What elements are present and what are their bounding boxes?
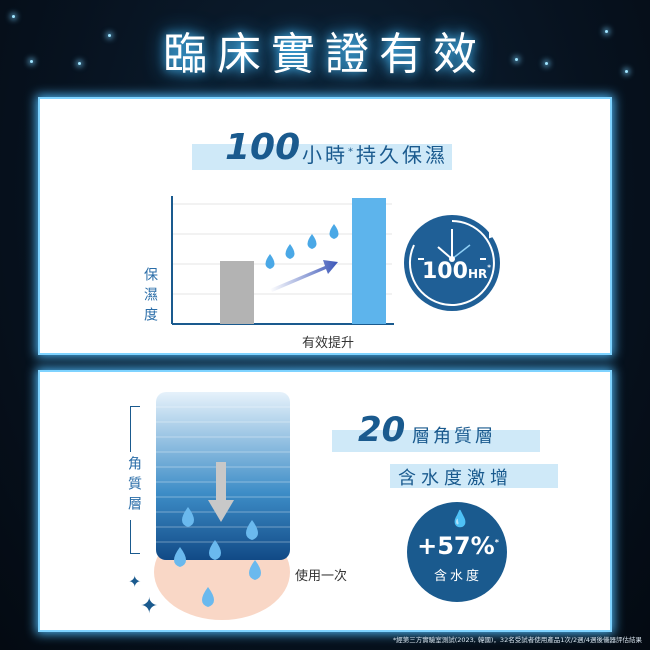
hydration-panel: 角質層 ✦ ✦ 使用一次 20 層角質層 含水度激增 💧 +57%* 含水度 <box>38 370 612 632</box>
sparkle-icon: ✦ <box>128 572 142 591</box>
water-drops-icon <box>174 507 261 607</box>
headline-highlight <box>332 430 540 452</box>
stat-badge <box>407 502 507 602</box>
sparkle-icon: ✦ <box>140 594 159 619</box>
y-axis-label: 保濕度 <box>142 267 158 327</box>
headline-highlight <box>192 144 452 170</box>
headline-number: 100 <box>225 127 301 168</box>
clock-label: 100HR* <box>422 259 491 284</box>
subheadline-highlight <box>390 464 558 488</box>
moisture-panel: 100 小時*持久保濕 保濕度 有效提升 100HR* <box>38 97 612 355</box>
headline-text: 層角質層 <box>412 426 496 447</box>
water-drops-icon <box>265 224 339 269</box>
headline-number: 20 <box>358 410 406 450</box>
headline-text: 小時*持久保濕 <box>302 143 448 167</box>
footnote: *經第三方實驗室測試(2023, 韓國)，32名受試者使用產品1次/2週/4週後… <box>392 636 642 644</box>
bar-before <box>220 261 254 324</box>
water-drop-icon: 💧 <box>450 509 470 528</box>
bar-after <box>352 198 386 324</box>
page-title: 臨床實證有效 <box>163 29 487 80</box>
subheadline: 含水度激增 <box>398 468 513 489</box>
clock-icon <box>404 215 505 311</box>
skin-layers-illustration <box>154 392 290 620</box>
down-arrow-icon <box>216 462 226 502</box>
x-axis-label: 有效提升 <box>302 336 355 351</box>
usage-label: 使用一次 <box>295 569 348 584</box>
stat-value: +57%* <box>417 532 499 560</box>
side-label: 角質層 <box>124 452 144 520</box>
bar-chart <box>171 196 394 325</box>
arrow-icon <box>270 260 338 292</box>
stat-label: 含水度 <box>433 569 482 584</box>
